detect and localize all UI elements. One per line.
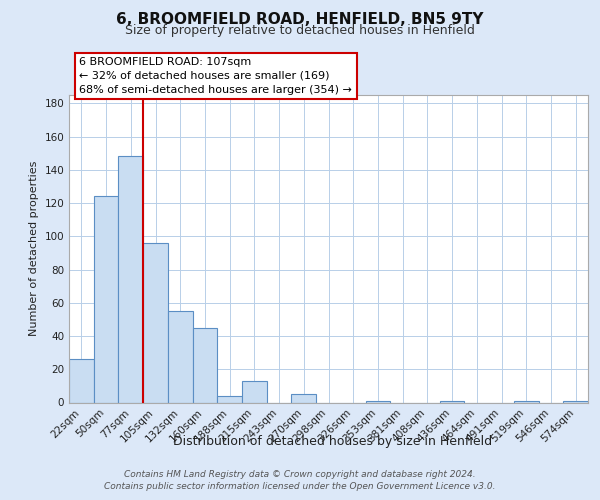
- Bar: [118, 156, 143, 402]
- Bar: [440, 401, 464, 402]
- Text: Distribution of detached houses by size in Henfield: Distribution of detached houses by size …: [173, 435, 493, 448]
- Text: 6, BROOMFIELD ROAD, HENFIELD, BN5 9TY: 6, BROOMFIELD ROAD, HENFIELD, BN5 9TY: [116, 12, 484, 28]
- Bar: [217, 396, 242, 402]
- Text: Size of property relative to detached houses in Henfield: Size of property relative to detached ho…: [125, 24, 475, 37]
- Bar: [514, 401, 539, 402]
- Bar: [242, 381, 267, 402]
- Bar: [193, 328, 217, 402]
- Bar: [563, 401, 588, 402]
- Y-axis label: Number of detached properties: Number of detached properties: [29, 161, 39, 336]
- Bar: [292, 394, 316, 402]
- Bar: [168, 311, 193, 402]
- Text: Contains HM Land Registry data © Crown copyright and database right 2024.: Contains HM Land Registry data © Crown c…: [124, 470, 476, 479]
- Bar: [94, 196, 118, 402]
- Bar: [365, 401, 390, 402]
- Text: 6 BROOMFIELD ROAD: 107sqm
← 32% of detached houses are smaller (169)
68% of semi: 6 BROOMFIELD ROAD: 107sqm ← 32% of detac…: [79, 57, 352, 95]
- Bar: [143, 243, 168, 402]
- Bar: [69, 360, 94, 403]
- Text: Contains public sector information licensed under the Open Government Licence v3: Contains public sector information licen…: [104, 482, 496, 491]
